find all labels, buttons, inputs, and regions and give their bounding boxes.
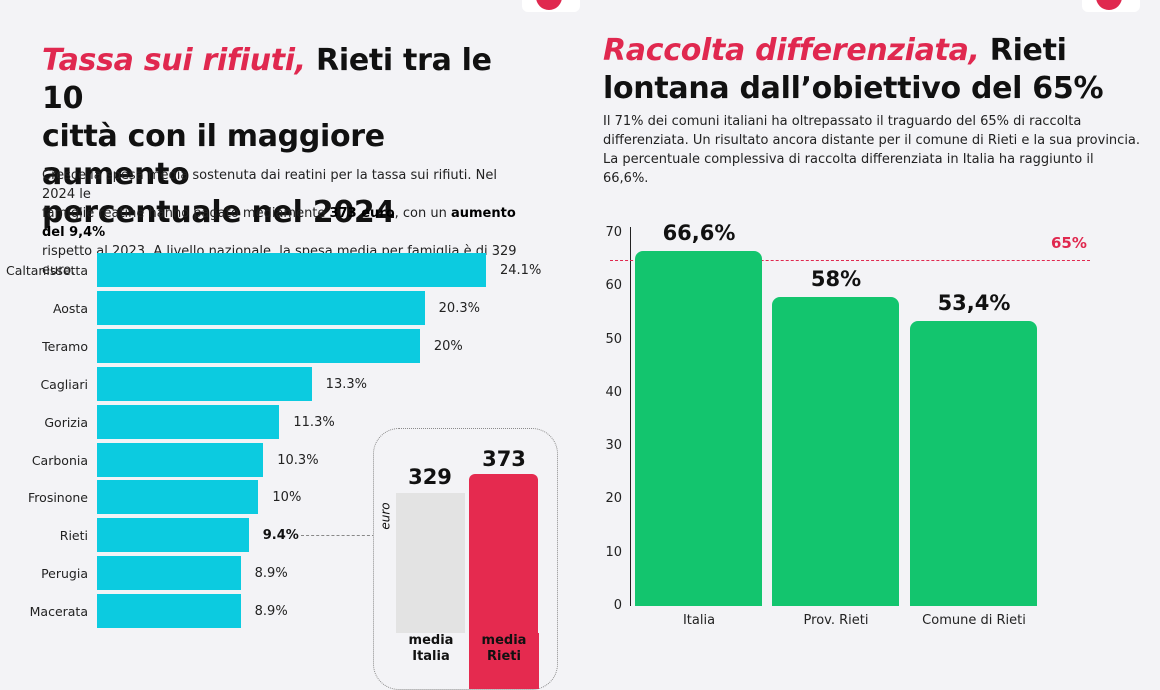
x-tick-label: Prov. Rieti (803, 613, 869, 628)
value-label: 10% (272, 490, 302, 506)
target-line (610, 259, 1090, 261)
value-label: 8.9% (254, 566, 288, 582)
bar (97, 328, 420, 363)
x-tick-label: Comune di Rieti (922, 613, 1026, 628)
callout-rieti-bar (469, 474, 538, 633)
left-intro-amount: 373 euro (329, 206, 395, 221)
value-label: 20% (433, 338, 463, 354)
y-tick-label: 60 (605, 278, 622, 294)
category-label: Perugia (41, 566, 88, 582)
bar (772, 296, 899, 606)
y-tick-label: 50 (605, 331, 622, 347)
left-title-rest: Rieti tra le 10 (42, 43, 492, 116)
callout-rieti-label-1: media (481, 633, 527, 648)
right-title-line2: lontana dall’obiettivo del 65% (603, 71, 1104, 106)
category-label: Frosinone (28, 490, 88, 506)
callout-unit: euro (378, 502, 393, 530)
y-tick-label: 20 (605, 491, 622, 507)
bar (97, 404, 280, 439)
bar (635, 251, 762, 606)
left-title-line2: città con il maggiore aumento (42, 119, 385, 192)
connector-line (300, 535, 375, 537)
right-intro-line1: Il 71% dei comuni italiani ha oltrepassa… (603, 114, 1082, 129)
category-label: Teramo (42, 338, 88, 354)
left-intro-text-c: , con un (394, 206, 451, 221)
right-title-highlight: Raccolta differenziata, (603, 33, 980, 68)
callout-italia-value: 329 (408, 465, 452, 489)
logo-right (1082, 0, 1140, 12)
category-label: Cagliari (40, 376, 88, 392)
right-intro: Il 71% dei comuni italiani ha oltrepassa… (603, 112, 1143, 188)
callout-italia-label-2: Italia (412, 649, 450, 664)
category-label: Aosta (52, 300, 88, 316)
left-intro-line1: Cresce la spesa media sostenuta dai reat… (42, 168, 497, 202)
left-intro-increase: aumento del 9,4% (42, 206, 516, 240)
bar (97, 556, 241, 591)
category-label: Rieti (59, 528, 88, 544)
raccolta-bar-chart: 0 10 20 30 40 50 60 70 65% 66,6% Italia 58% Prov. Ri… (580, 210, 1160, 640)
value-label: 9.4% (262, 528, 299, 544)
logo-left-mark (536, 0, 562, 10)
category-label: Carbonia (31, 452, 88, 468)
bar (97, 442, 264, 477)
callout-rieti-value: 373 (482, 447, 526, 471)
y-axis-line (630, 226, 631, 606)
bar (97, 480, 259, 515)
left-title-highlight: Tassa sui rifiuti, (42, 43, 306, 78)
bar (97, 366, 312, 401)
value-label: 13.3% (325, 376, 367, 392)
value-label: 53,4% (937, 291, 1011, 316)
left-intro-text-a: famiglie reatine hanno pagato mediamente (42, 206, 330, 221)
left-title: Tassa sui rifiuti, Rieti tra le 10 città… (42, 42, 522, 232)
y-tick-label: 10 (605, 544, 622, 560)
tassa-bar-chart: Caltanissetta 24.1% Aosta 20.3% Teramo 20% Cag… (0, 250, 560, 640)
x-tick-label: Italia (682, 613, 716, 628)
callout-rieti-label-2: Rieti (487, 649, 521, 664)
bar (910, 321, 1037, 606)
value-label: 24.1% (500, 263, 542, 278)
category-label: Macerata (29, 604, 88, 620)
category-label: Gorizia (44, 414, 88, 430)
logo-left (522, 0, 580, 12)
value-label: 11.3% (293, 414, 335, 430)
callout-italia-bar (396, 492, 465, 633)
logo-right-mark (1096, 0, 1122, 10)
y-tick-label: 0 (613, 598, 622, 613)
value-label: 8.9% (254, 604, 288, 620)
right-intro-line3: La percentuale complessiva di raccolta d… (603, 152, 1094, 186)
callout-italia-label-1: media (408, 633, 454, 648)
y-tick-label: 40 (605, 384, 622, 400)
callout-rieti-label: media Rieti (469, 633, 539, 689)
bar (97, 290, 425, 325)
average-callout: euro 329 373 media Italia media Rieti (373, 428, 558, 690)
bar (97, 594, 241, 629)
left-title-line3: percentuale nel 2024 (42, 195, 396, 230)
y-tick-label: 30 (605, 438, 622, 454)
right-title: Raccolta differenziata, Rieti lontana da… (603, 32, 1143, 108)
value-label: 58% (810, 266, 862, 291)
value-label: 66,6% (662, 221, 736, 246)
right-intro-line2: differenziata. Un risultato ancora dista… (603, 133, 1141, 148)
bar (97, 518, 249, 553)
value-label: 10.3% (277, 452, 319, 468)
value-label: 20.3% (438, 300, 480, 316)
target-label: 65% (1051, 233, 1087, 252)
right-title-rest: Rieti (979, 33, 1067, 68)
callout-italia-label: media Italia (396, 633, 466, 665)
bar (97, 253, 486, 287)
y-tick-label: 70 (605, 224, 622, 240)
category-label: Caltanissetta (6, 263, 88, 278)
